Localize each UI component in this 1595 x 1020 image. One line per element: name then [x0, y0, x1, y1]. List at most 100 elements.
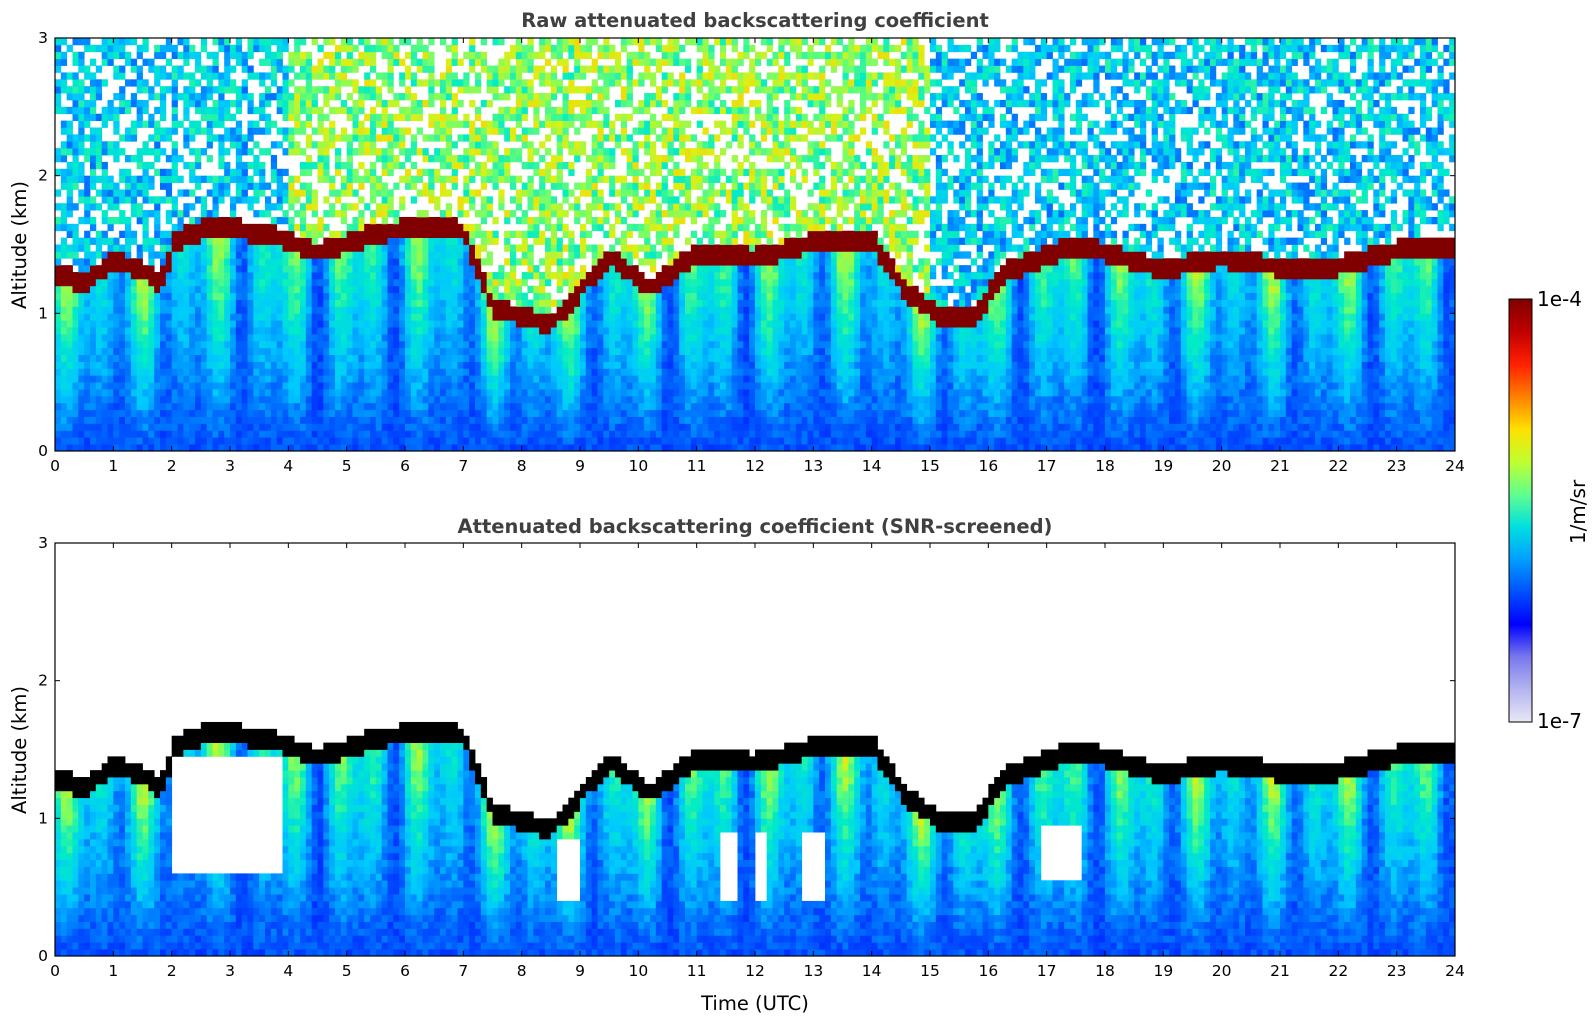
heat-cell: [620, 86, 628, 94]
heat-cell: [55, 285, 62, 294]
heat-cell: [189, 230, 196, 239]
heat-cell: [247, 285, 254, 294]
heat-cell: [346, 244, 353, 252]
heat-cell: [562, 361, 569, 369]
heat-cell: [294, 127, 301, 135]
heat-cell: [585, 86, 593, 94]
heat-cell: [95, 306, 103, 314]
heat-cell: [270, 327, 278, 335]
heat-cell: [66, 86, 73, 94]
heat-cell: [247, 272, 254, 280]
heat-cell: [78, 444, 85, 451]
heat-cell: [66, 272, 73, 280]
heat-cell: [119, 299, 126, 307]
heat-cell: [381, 99, 388, 108]
heat-cell: [434, 313, 441, 321]
heat-cell: [364, 285, 371, 294]
heat-cell: [428, 382, 435, 390]
heat-cell: [90, 265, 97, 273]
heat-cell: [95, 148, 103, 156]
heat-cell: [550, 237, 558, 245]
heat-cell: [142, 437, 149, 445]
heat-cell: [183, 99, 190, 108]
heat-cell: [510, 175, 517, 183]
heat-cell: [311, 244, 318, 252]
heat-cell: [247, 320, 254, 328]
heat-cell: [416, 223, 423, 232]
heat-cell: [410, 258, 418, 266]
heat-cell: [206, 340, 213, 349]
heat-cell: [346, 168, 353, 177]
heat-cell: [78, 340, 85, 349]
heat-cell: [95, 265, 103, 273]
heat-cell: [469, 44, 476, 53]
heat-cell: [60, 340, 68, 349]
heat-cell: [95, 340, 103, 349]
heat-cell: [644, 58, 651, 66]
heat-cell: [247, 444, 254, 451]
heat-cell: [72, 38, 79, 46]
heat-cell: [165, 409, 173, 417]
heat-cell: [346, 306, 353, 314]
heat-cell: [358, 320, 365, 328]
heat-cell: [521, 93, 528, 101]
heat-cell: [539, 375, 546, 383]
heat-cell: [352, 347, 359, 356]
heat-cell: [346, 285, 353, 294]
heat-cell: [101, 230, 108, 239]
heat-cell: [160, 409, 167, 417]
heat-cell: [165, 313, 173, 321]
heat-cell: [422, 389, 429, 397]
heat-cell: [84, 327, 91, 335]
heat-cell: [585, 51, 593, 60]
heat-cell: [451, 313, 458, 321]
heat-cell: [434, 361, 441, 369]
heat-cell: [84, 216, 91, 225]
heat-cell: [533, 51, 540, 60]
heat-cell: [171, 175, 178, 183]
heat-cell: [253, 230, 260, 239]
heat-cell: [644, 161, 651, 170]
heat-cell: [498, 65, 505, 73]
heat-cell: [562, 189, 569, 197]
heat-cell: [591, 347, 598, 356]
heat-cell: [457, 395, 464, 404]
heat-cell: [632, 354, 639, 362]
heat-cell: [375, 361, 383, 369]
heat-cell: [451, 223, 458, 232]
heat-cell: [585, 182, 593, 190]
heat-cell: [247, 430, 254, 438]
heat-cell: [72, 237, 79, 245]
heat-cell: [434, 382, 441, 390]
heat-cell: [136, 148, 143, 156]
heat-cell: [171, 444, 178, 451]
heat-cell: [189, 361, 196, 369]
heat-cell: [620, 216, 628, 225]
heat-cell: [457, 155, 464, 163]
heat-cell: [469, 395, 476, 404]
heat-cell: [340, 320, 348, 328]
heat-cell: [556, 113, 563, 121]
heat-cell: [101, 354, 108, 362]
heat-cell: [650, 430, 657, 438]
heat-cell: [381, 368, 388, 376]
heat-cell: [428, 223, 435, 232]
heat-cell: [370, 175, 377, 183]
heat-cell: [300, 216, 307, 225]
heat-cell: [253, 416, 260, 424]
heat-cell: [451, 375, 458, 383]
heat-cell: [311, 444, 318, 451]
heat-cell: [78, 416, 85, 424]
heat-cell: [550, 244, 558, 252]
heat-cell: [515, 65, 523, 73]
heat-cell: [556, 168, 563, 177]
heat-cell: [480, 58, 488, 66]
heat-cell: [183, 278, 190, 287]
heat-cell: [160, 416, 167, 424]
heat-cell: [422, 189, 429, 197]
heat-cell: [171, 389, 178, 397]
heat-cell: [428, 327, 435, 335]
heat-cell: [230, 134, 237, 142]
heat-cell: [399, 402, 406, 411]
heat-cell: [457, 265, 464, 273]
